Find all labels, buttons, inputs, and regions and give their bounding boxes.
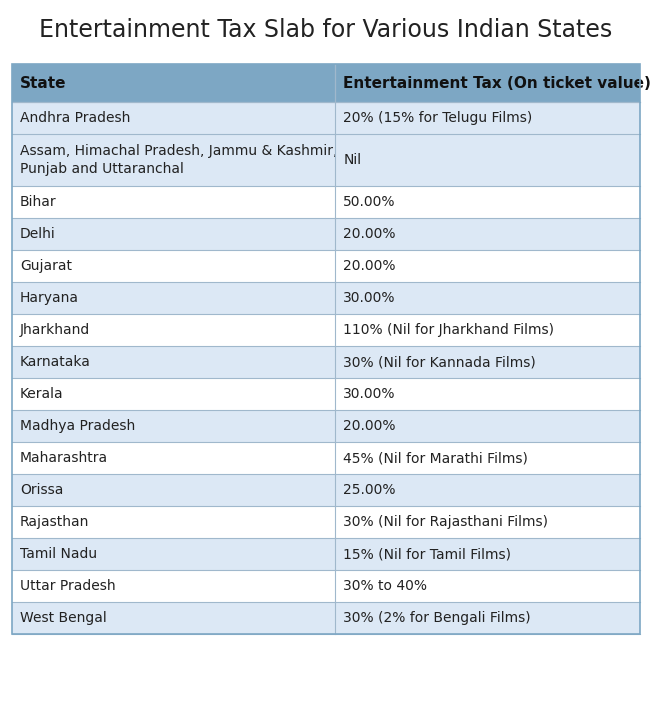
Text: Madhya Pradesh: Madhya Pradesh bbox=[20, 419, 135, 433]
Text: Nil: Nil bbox=[344, 153, 362, 167]
Text: 15% (Nil for Tamil Films): 15% (Nil for Tamil Films) bbox=[344, 547, 511, 561]
Text: 110% (Nil for Jharkhand Films): 110% (Nil for Jharkhand Films) bbox=[344, 323, 554, 337]
Text: Andhra Pradesh: Andhra Pradesh bbox=[20, 111, 130, 125]
Text: Haryana: Haryana bbox=[20, 291, 79, 305]
Bar bbox=[12, 410, 640, 442]
Bar bbox=[12, 186, 640, 218]
Bar bbox=[12, 218, 640, 250]
Bar bbox=[12, 64, 640, 634]
Bar bbox=[12, 378, 640, 410]
Text: Entertainment Tax Slab for Various Indian States: Entertainment Tax Slab for Various India… bbox=[39, 18, 613, 42]
Bar bbox=[12, 134, 640, 186]
Text: West Bengal: West Bengal bbox=[20, 611, 107, 625]
Text: 20.00%: 20.00% bbox=[344, 259, 396, 273]
Bar bbox=[12, 442, 640, 474]
Text: 20.00%: 20.00% bbox=[344, 419, 396, 433]
Bar bbox=[12, 64, 640, 102]
Text: Bihar: Bihar bbox=[20, 195, 57, 209]
Text: 30% (Nil for Rajasthani Films): 30% (Nil for Rajasthani Films) bbox=[344, 515, 548, 529]
Text: Tamil Nadu: Tamil Nadu bbox=[20, 547, 97, 561]
Text: Rajasthan: Rajasthan bbox=[20, 515, 89, 529]
Text: State: State bbox=[20, 76, 67, 91]
Bar bbox=[12, 602, 640, 634]
Bar bbox=[12, 346, 640, 378]
Bar bbox=[12, 250, 640, 282]
Text: 30% to 40%: 30% to 40% bbox=[344, 579, 428, 593]
Text: Delhi: Delhi bbox=[20, 227, 56, 241]
Text: Gujarat: Gujarat bbox=[20, 259, 72, 273]
Text: 20.00%: 20.00% bbox=[344, 227, 396, 241]
Text: 30.00%: 30.00% bbox=[344, 291, 396, 305]
Text: Entertainment Tax (On ticket value): Entertainment Tax (On ticket value) bbox=[344, 76, 651, 91]
Text: Jharkhand: Jharkhand bbox=[20, 323, 90, 337]
Text: 20% (15% for Telugu Films): 20% (15% for Telugu Films) bbox=[344, 111, 533, 125]
Text: 45% (Nil for Marathi Films): 45% (Nil for Marathi Films) bbox=[344, 451, 528, 465]
Bar bbox=[12, 474, 640, 506]
Text: Orissa: Orissa bbox=[20, 483, 63, 497]
Text: Uttar Pradesh: Uttar Pradesh bbox=[20, 579, 115, 593]
Text: Kerala: Kerala bbox=[20, 387, 64, 401]
Text: Karnataka: Karnataka bbox=[20, 355, 91, 369]
Text: 25.00%: 25.00% bbox=[344, 483, 396, 497]
Text: Assam, Himachal Pradesh, Jammu & Kashmir,
Punjab and Uttaranchal: Assam, Himachal Pradesh, Jammu & Kashmir… bbox=[20, 144, 337, 176]
Text: 30% (2% for Bengali Films): 30% (2% for Bengali Films) bbox=[344, 611, 531, 625]
Bar bbox=[12, 538, 640, 570]
Text: 50.00%: 50.00% bbox=[344, 195, 396, 209]
Bar bbox=[12, 506, 640, 538]
Text: 30% (Nil for Kannada Films): 30% (Nil for Kannada Films) bbox=[344, 355, 536, 369]
Bar bbox=[12, 102, 640, 134]
Bar bbox=[12, 314, 640, 346]
Text: 30.00%: 30.00% bbox=[344, 387, 396, 401]
Bar bbox=[12, 570, 640, 602]
Text: Maharashtra: Maharashtra bbox=[20, 451, 108, 465]
Bar bbox=[12, 282, 640, 314]
